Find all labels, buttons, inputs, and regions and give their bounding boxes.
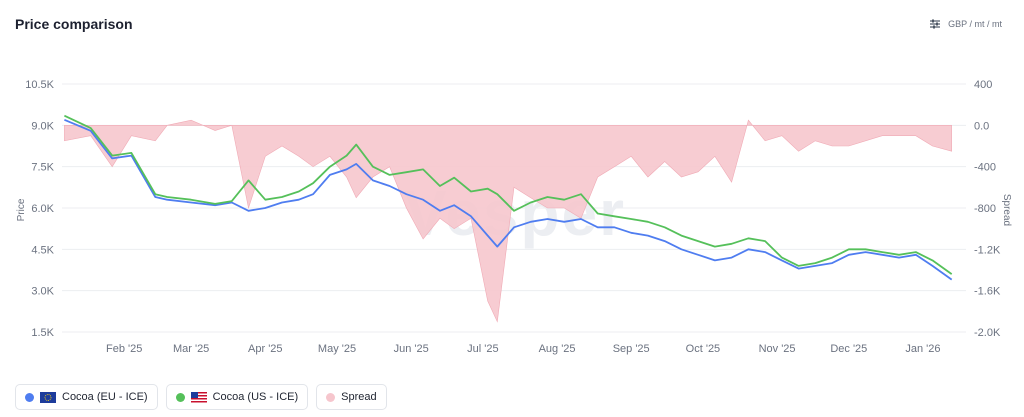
y2-tick-label: -1.6K: [974, 286, 1001, 298]
y-tick-label: 3.0K: [31, 286, 54, 298]
chart-svg[interactable]: Vesper 10.5K9.0K7.5K6.0K4.5K3.0K1.5K 400…: [0, 70, 1024, 370]
legend-item-eu[interactable]: Cocoa (EU - ICE): [15, 384, 158, 410]
x-tick-label: Sep '25: [613, 343, 650, 355]
y2-tick-label: -800: [974, 203, 996, 215]
legend-dot-us: [175, 392, 185, 402]
page-title: Price comparison: [15, 16, 133, 32]
y2-tick-label: -400: [974, 162, 996, 174]
y-tick-label: 4.5K: [31, 244, 54, 256]
legend-item-spread[interactable]: Spread: [316, 384, 387, 410]
x-tick-label: Feb '25: [106, 343, 142, 355]
us-flag-icon: [190, 391, 207, 403]
x-tick-label: Jan '26: [905, 343, 940, 355]
spread-area: [64, 119, 953, 323]
legend-dot-eu: [25, 392, 34, 402]
x-tick-label: Mar '25: [173, 343, 209, 355]
y2-axis-label: Spread: [1001, 194, 1012, 226]
x-tick-label: Jun '25: [394, 343, 429, 355]
y2-tick-label: 400: [974, 79, 992, 91]
x-tick-label: Jul '25: [467, 343, 498, 355]
y-axis-label: Price: [16, 198, 27, 221]
chart-header: Price comparison GBP / mt / mt: [0, 0, 1024, 46]
units-selector[interactable]: GBP / mt / mt: [930, 19, 1002, 29]
x-tick-label: Oct '25: [686, 343, 721, 355]
sliders-icon: [930, 19, 941, 29]
y-tick-label: 1.5K: [31, 327, 54, 339]
legend-label-spread: Spread: [341, 391, 377, 403]
legend: Cocoa (EU - ICE) Cocoa (US - ICE) Spread: [15, 384, 387, 410]
spread-layer: [64, 119, 953, 323]
grid: [62, 83, 966, 333]
y2-tick-label: -1.2K: [974, 244, 1001, 256]
eu-flag-icon: [40, 391, 56, 403]
price-chart[interactable]: Vesper 10.5K 9.0K 7.5K 6.0K 4.5K 3.0K 1.5K 400…: [0, 70, 1024, 370]
legend-label-eu: Cocoa (EU - ICE): [62, 391, 148, 403]
x-tick-label: May '25: [318, 343, 356, 355]
y-tick-label: 7.5K: [31, 162, 54, 174]
series-line-us[interactable]: [64, 114, 953, 275]
right-axis: 400 0.0 -400 -800 -1.2K -1.6K -2.0K: [974, 79, 1001, 339]
units-label: GBP / mt / mt: [948, 19, 1002, 29]
x-tick-label: Apr '25: [248, 343, 283, 355]
x-tick-label: Nov '25: [759, 343, 796, 355]
y2-tick-label: 0.0: [974, 120, 989, 132]
x-tick-label: Aug '25: [539, 343, 576, 355]
x-axis: Feb '25 Mar '25 Apr '25 May '25 Jun '25 Jul '…: [106, 343, 941, 355]
series-line-eu[interactable]: [64, 118, 953, 281]
legend-dot-spread: [326, 392, 336, 402]
lines-layer: [64, 114, 953, 281]
legend-item-us[interactable]: Cocoa (US - ICE): [165, 384, 309, 410]
y2-tick-label: -2.0K: [974, 327, 1001, 339]
x-tick-label: Dec '25: [830, 343, 867, 355]
y-tick-label: 9.0K: [31, 120, 54, 132]
legend-label-us: Cocoa (US - ICE): [212, 391, 299, 403]
y-tick-label: 10.5K: [25, 79, 54, 91]
y-tick-label: 6.0K: [31, 203, 54, 215]
left-axis: 10.5K 9.0K 7.5K 6.0K 4.5K 3.0K 1.5K: [25, 79, 54, 339]
